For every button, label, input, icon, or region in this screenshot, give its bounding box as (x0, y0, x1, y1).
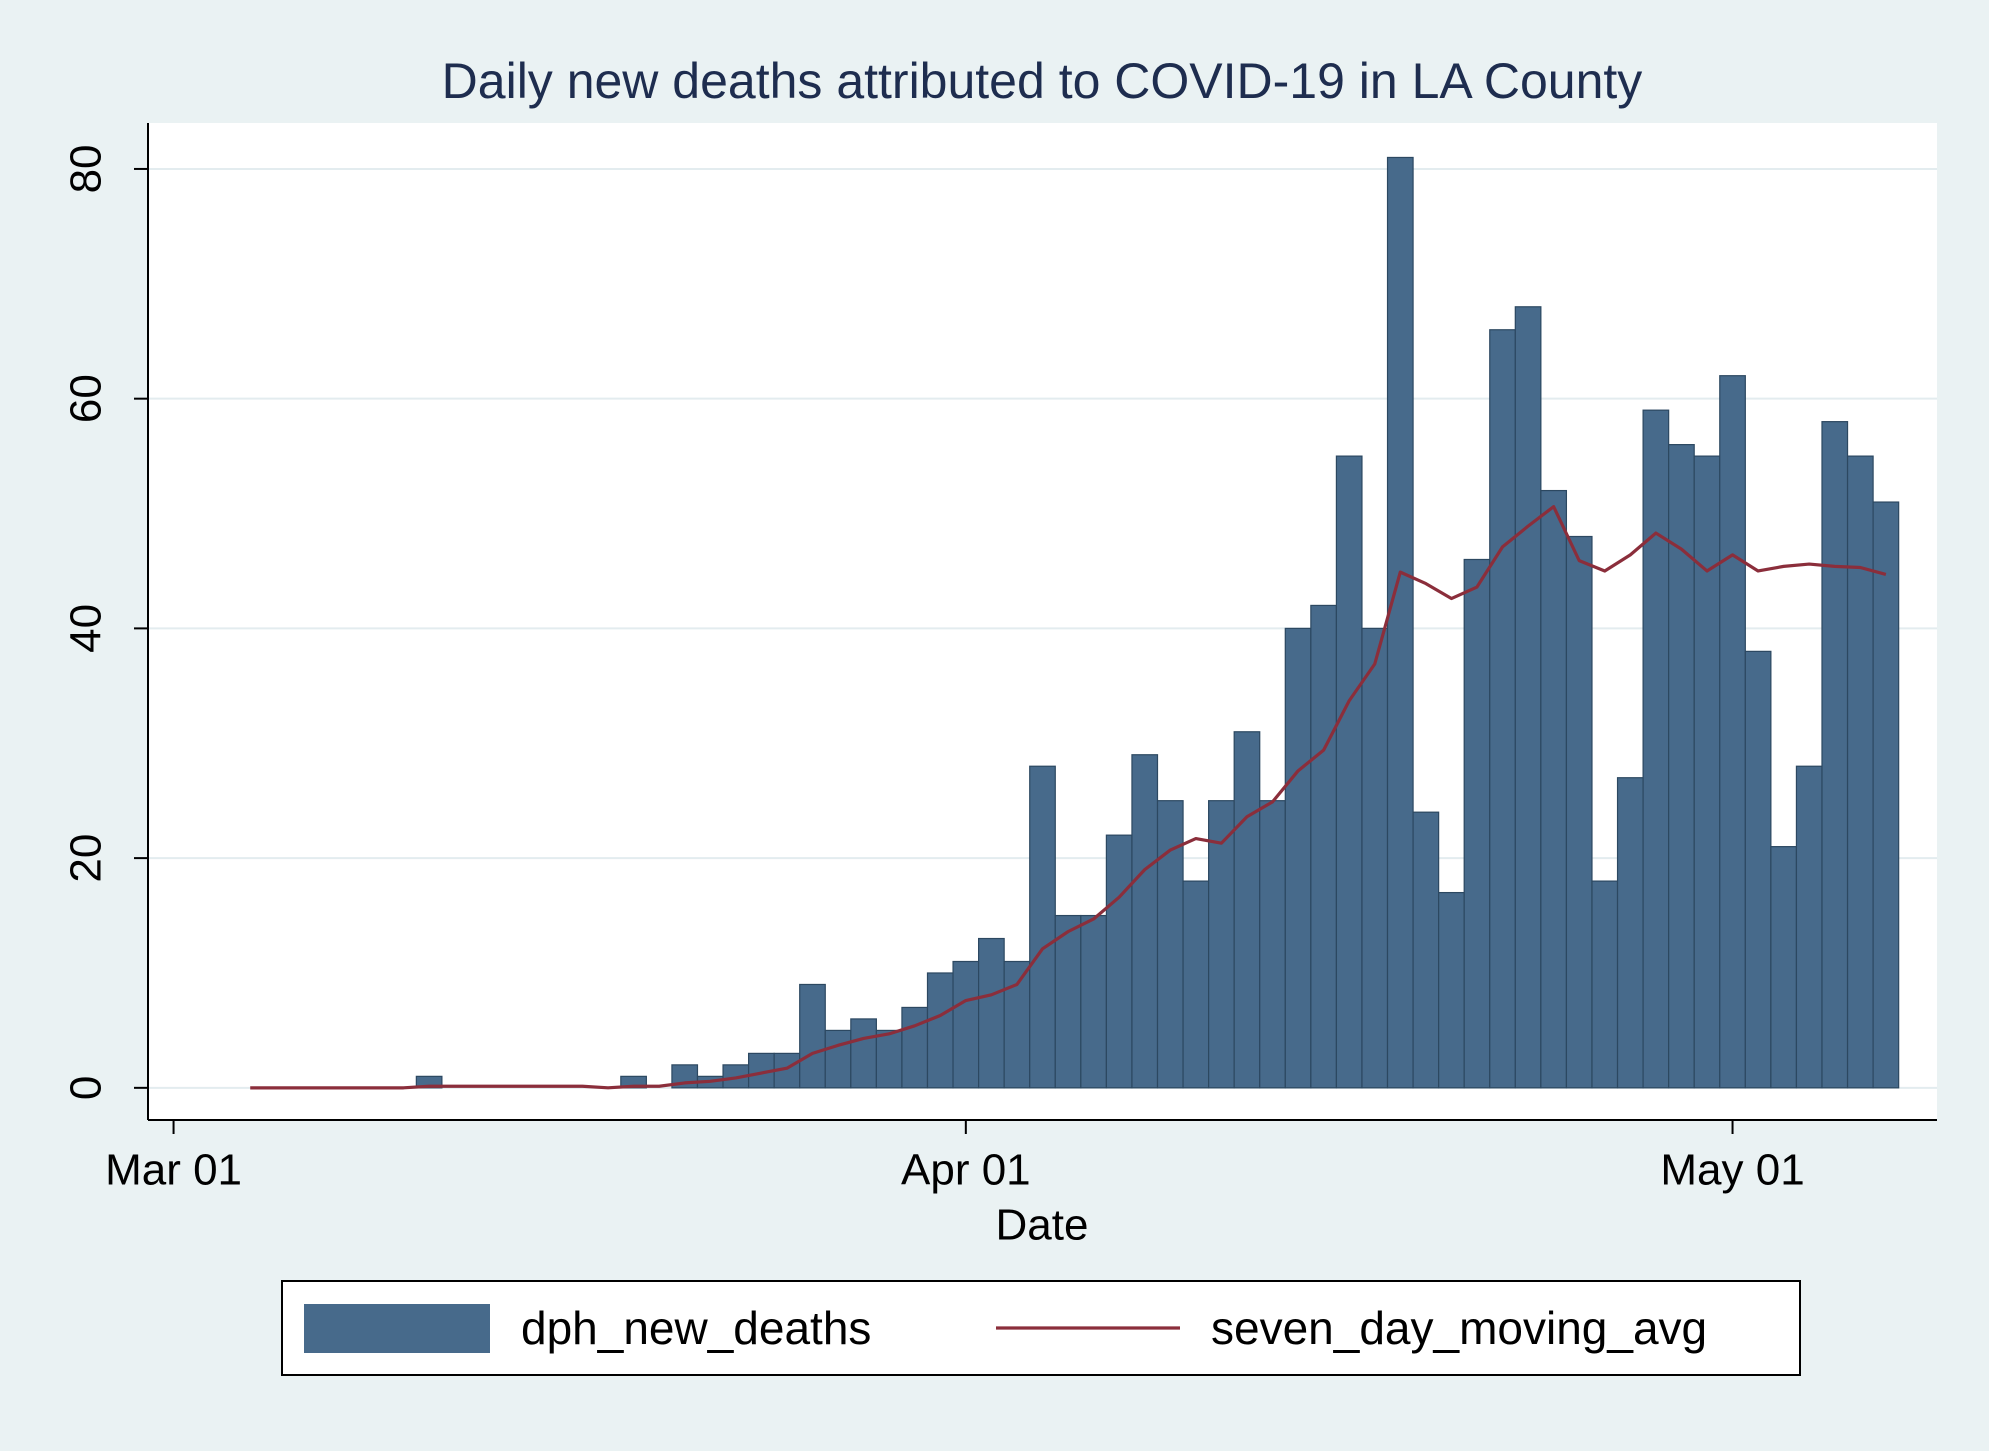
y-tick-label: 40 (62, 604, 111, 653)
bar (1744, 650, 1772, 1089)
bar (926, 972, 954, 1089)
bar (1719, 375, 1746, 1089)
y-tick-label: 20 (62, 834, 111, 883)
bar (1693, 455, 1721, 1089)
bar (1284, 627, 1312, 1089)
bar (1412, 811, 1440, 1089)
bar (1259, 800, 1286, 1089)
bar (1386, 156, 1414, 1089)
x-tick-label: Apr 01 (901, 1146, 1031, 1195)
bar (1310, 604, 1338, 1089)
bar (1565, 535, 1593, 1089)
legend-swatch (304, 1304, 490, 1353)
chart-title: Daily new deaths attributed to COVID-19 … (442, 53, 1643, 109)
bar (1642, 409, 1670, 1089)
bar (952, 960, 980, 1089)
bar (415, 1075, 443, 1089)
bar (1514, 306, 1542, 1089)
bar (850, 1018, 877, 1089)
bar (620, 1075, 647, 1089)
bar (1105, 834, 1133, 1089)
bar (1770, 846, 1798, 1089)
bar (799, 983, 826, 1089)
x-tick-label: Mar 01 (105, 1146, 242, 1195)
legend-box (281, 1280, 1801, 1376)
bar (1233, 731, 1261, 1089)
bar (1131, 754, 1159, 1089)
bar (1872, 501, 1900, 1089)
bar (824, 1029, 852, 1089)
line (250, 505, 1887, 1090)
bar (1156, 800, 1184, 1089)
bar (1616, 777, 1644, 1089)
bar (1489, 329, 1516, 1089)
bar (1003, 960, 1031, 1089)
bar (1335, 455, 1363, 1089)
bar (1054, 914, 1082, 1089)
bar (1846, 455, 1874, 1089)
bar (1463, 558, 1491, 1089)
bar (901, 1006, 929, 1089)
bar (1438, 891, 1465, 1089)
y-tick-label: 0 (62, 1076, 111, 1100)
x-tick-label: May 01 (1660, 1146, 1804, 1195)
x-axis-label: Date (996, 1201, 1089, 1250)
bar (978, 937, 1005, 1089)
bar (1208, 800, 1235, 1089)
legend-label: dph_new_deaths (521, 1302, 871, 1354)
bar (1540, 489, 1568, 1089)
legend-label: seven_day_moving_avg (1211, 1302, 1707, 1354)
bar (1029, 765, 1056, 1089)
bar (875, 1029, 903, 1089)
bar (1795, 765, 1823, 1089)
y-tick-label: 60 (62, 374, 111, 423)
bar (1591, 880, 1619, 1089)
bar (1821, 421, 1849, 1089)
bar (1080, 914, 1107, 1089)
bar (1668, 444, 1695, 1089)
bar (1361, 627, 1389, 1089)
bar (1182, 880, 1210, 1089)
y-tick-label: 80 (62, 144, 111, 193)
